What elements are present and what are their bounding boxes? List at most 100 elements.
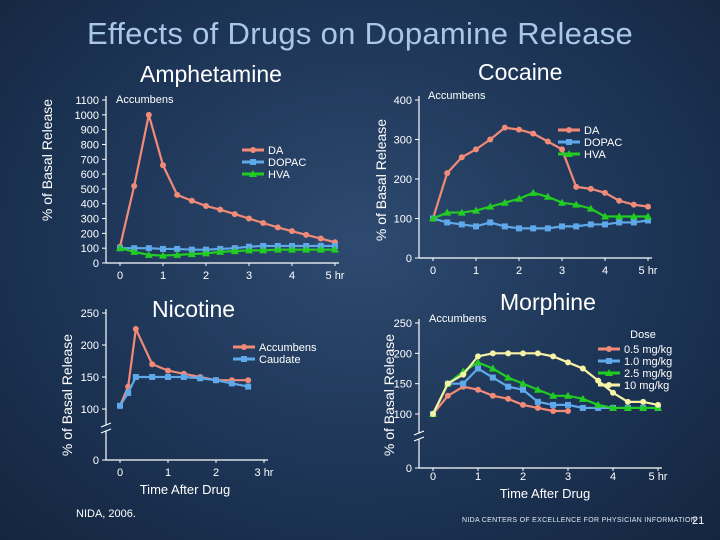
cocaine-legend-label: HVA — [584, 149, 606, 161]
cocaine-point-da — [559, 146, 565, 153]
amphetamine-y-tick-label: 0 — [93, 258, 99, 270]
cocaine-point-hva — [586, 204, 595, 212]
nicotine-point-caudate — [117, 402, 123, 409]
cocaine-point-da — [444, 170, 451, 177]
cocaine-point-da — [473, 146, 479, 153]
nicotine-title: Nicotine — [152, 296, 236, 322]
cocaine-point-da — [616, 197, 623, 204]
nicotine-point-caudate — [197, 375, 204, 382]
morphine-point-2-5-mg-kg — [474, 358, 482, 366]
morphine-y-tick-label: 200 — [394, 348, 412, 360]
amphetamine-point-hva — [288, 245, 296, 253]
amphetamine-y-tick-label: 700 — [81, 154, 99, 166]
cocaine-point-dopac — [630, 219, 637, 226]
cocaine-point-da — [501, 124, 508, 131]
morphine-legend-marker — [606, 358, 612, 364]
amphetamine-point-da — [203, 202, 209, 209]
cocaine-point-hva — [558, 198, 566, 206]
cocaine-point-dopac — [530, 225, 537, 232]
page-number: 21 — [692, 515, 705, 527]
amphetamine-line-da — [118, 114, 336, 247]
morphine-point-10-mg-kg — [624, 398, 631, 405]
morphine-point-1-0-mg-kg — [595, 404, 602, 411]
cocaine-legend-label: DOPAC — [584, 137, 622, 149]
morphine-point-10-mg-kg — [430, 411, 436, 417]
morphine-point-2-5-mg-kg — [519, 379, 527, 387]
morphine-x-tick-label: 3 — [565, 471, 571, 483]
morphine-y-axis-label: % of Basal Release — [381, 334, 397, 456]
nicotine-point-caudate — [180, 374, 187, 380]
amphetamine-chart: 0 100 200 300 400 500 600 700 800 900 1000 1100 0 1 2 3… — [39, 94, 345, 282]
amphetamine-y-tick-label: 900 — [81, 125, 99, 137]
cocaine-point-dopac — [458, 221, 465, 228]
morphine-x-tick-label: 1 — [475, 471, 481, 483]
amphetamine-point-da — [289, 228, 295, 235]
amphetamine-point-da — [174, 191, 181, 198]
morphine-y-tick-label: 0 — [406, 463, 412, 475]
morphine-point-2-5-mg-kg — [549, 391, 558, 399]
amphetamine-point-dopac — [145, 245, 152, 252]
cocaine-y-tick-label: 400 — [394, 95, 412, 107]
amphetamine-y-tick-label: 500 — [81, 184, 99, 196]
morphine-legend-title: Dose — [630, 329, 656, 341]
nicotine-series-caudate — [117, 374, 252, 409]
morphine-legend-label: 0.5 mg/kg — [624, 344, 672, 356]
cocaine-y-tick-label: 200 — [394, 174, 412, 186]
nicotine-axis-break-mark — [100, 422, 112, 428]
amphetamine-point-hva — [173, 250, 182, 258]
nicotine-y-tick-label: 250 — [81, 308, 99, 320]
nicotine-x-tick-label: 1 — [165, 467, 171, 479]
amphetamine-point-da — [303, 231, 310, 238]
cocaine-point-da — [630, 201, 637, 208]
nicotine-legend-label: Caudate — [259, 354, 301, 366]
nicotine-legend-marker — [241, 344, 247, 350]
nicotine-point-accumbens — [149, 361, 156, 368]
morphine-point-0-5-mg-kg — [475, 386, 481, 393]
amphetamine-title: Amphetamine — [140, 61, 282, 87]
cocaine-point-hva — [515, 194, 523, 202]
cocaine-point-dopac — [602, 221, 608, 228]
amphetamine-point-dopac — [160, 245, 166, 252]
cocaine-point-hva — [529, 188, 538, 196]
morphine-point-0-5-mg-kg — [444, 392, 451, 399]
cocaine-line-hva — [432, 191, 648, 220]
morphine-legend-marker — [606, 382, 612, 388]
cocaine-point-da — [458, 154, 465, 161]
morphine-legend-marker — [605, 369, 613, 376]
nicotine-y-tick-label: 0 — [93, 455, 99, 467]
morphine-point-2-5-mg-kg — [639, 403, 648, 411]
morphine-x-tick-label: 2 — [520, 471, 526, 483]
amphetamine-y-tick-label: 100 — [81, 243, 99, 255]
cocaine-point-da — [645, 203, 651, 210]
morphine-y-tick-label: 150 — [394, 379, 412, 391]
cocaine-line-da — [431, 126, 649, 219]
nicotine-point-caudate — [228, 380, 235, 387]
morphine-point-0-5-mg-kg — [550, 407, 557, 414]
morphine-point-10-mg-kg — [610, 389, 616, 396]
amphetamine-point-da — [188, 197, 195, 204]
nicotine-chart: 0 100 150 200 250 0 1 2 3 hr % of Basal Release Ti… — [59, 308, 317, 497]
morphine-legend-marker — [606, 346, 612, 352]
amphetamine-point-da — [317, 235, 324, 242]
amphetamine-point-hva — [259, 246, 268, 254]
amphetamine-point-hva — [202, 249, 210, 257]
morphine-series-10-mg-kg — [430, 350, 661, 417]
morphine-point-2-5-mg-kg — [578, 394, 587, 402]
cocaine-point-da — [516, 126, 522, 133]
cocaine-point-dopac — [473, 223, 479, 230]
amphetamine-x-tick-label: 2 — [203, 270, 209, 282]
amphetamine-x-tick-label: 5 hr — [326, 270, 345, 282]
cocaine-x-tick-label: 3 — [559, 265, 565, 277]
morphine-point-10-mg-kg — [520, 350, 526, 357]
amphetamine-point-da — [131, 182, 138, 189]
nicotine-point-accumbens — [165, 367, 171, 374]
cocaine-x-tick-label: 1 — [473, 265, 479, 277]
cocaine-x-tick-label: 5 hr — [639, 265, 658, 277]
amphetamine-y-axis-label: % of Basal Release — [39, 99, 55, 221]
morphine-x-tick-label: 4 — [610, 471, 616, 483]
nicotine-x-tick-label: 0 — [117, 467, 123, 479]
morphine-point-2-5-mg-kg — [533, 385, 542, 393]
amphetamine-legend-marker — [250, 159, 256, 165]
morphine-point-10-mg-kg — [579, 365, 586, 372]
cocaine-point-dopac — [616, 219, 623, 226]
